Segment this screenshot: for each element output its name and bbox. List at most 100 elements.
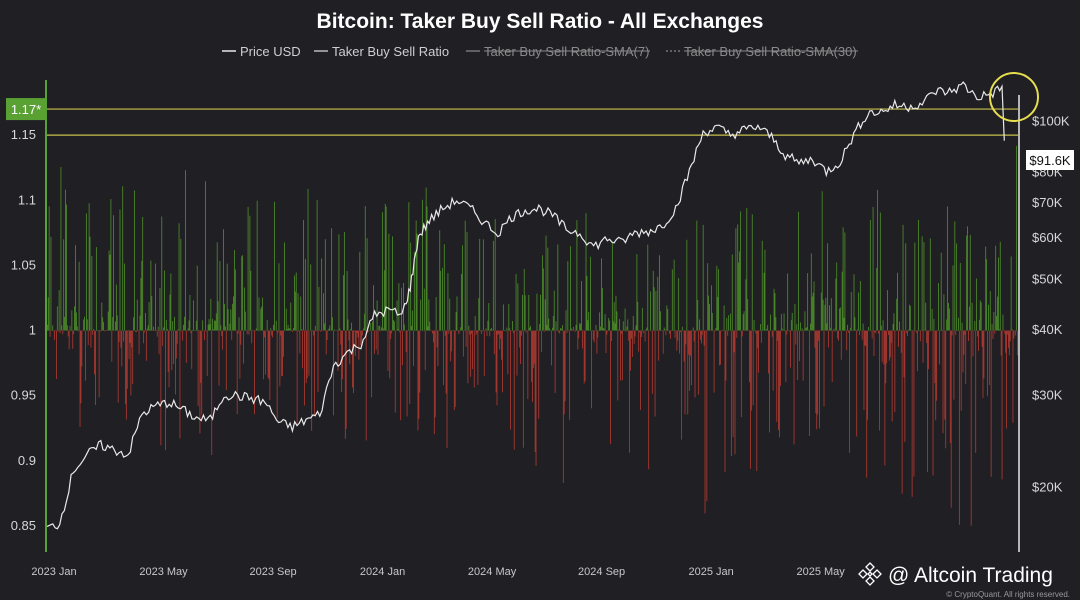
ratio-bar-up (635, 325, 637, 331)
ratio-bar-down (353, 330, 354, 394)
ratio-bar-down (610, 330, 611, 445)
ratio-bar-up (892, 323, 894, 331)
ratio-bar-up (1002, 314, 1004, 331)
ratio-bar-up (796, 324, 798, 331)
ratio-bar-down (970, 330, 972, 526)
ratio-bar-up (482, 239, 484, 331)
ratio-bar-down (722, 330, 724, 332)
ratio-bar-down (320, 330, 322, 332)
ratio-bar-down (105, 330, 107, 332)
ratio-bar-up (820, 292, 822, 331)
ratio-bar-up (407, 330, 409, 331)
ratio-bar-down (483, 330, 485, 377)
price-line (45, 81, 1005, 530)
ratio-bar-up (624, 308, 626, 331)
ratio-bar-down (361, 330, 363, 347)
ratio-bar-up (381, 327, 383, 331)
ratio-bar-down (620, 330, 621, 381)
ratio-bar-up (984, 330, 986, 331)
ratio-bar-down (780, 330, 781, 386)
legend: Price USD Taker Buy Sell Ratio Taker Buy… (222, 44, 858, 59)
ratio-bar-down (155, 330, 157, 332)
ratio-bar-up (586, 275, 588, 331)
ratio-bar-down (458, 330, 460, 335)
ratio-bar-down (644, 330, 646, 342)
ratio-bar-up (294, 275, 295, 331)
ratio-bar-down (720, 330, 721, 365)
ratio-bar-down (394, 330, 396, 413)
ratio-bar-down (638, 330, 640, 352)
ratio-bar-down (95, 330, 96, 406)
ratio-bar-down (651, 330, 653, 394)
ratio-bar-up (547, 247, 549, 331)
ratio-bar-down (963, 330, 965, 355)
ratio-bar-up (615, 295, 617, 331)
ratio-bar-up (509, 328, 511, 331)
ratio-bar-up (671, 269, 673, 331)
ratio-bar-down (772, 330, 774, 391)
ratio-bar-down (771, 330, 773, 337)
ratio-bar-up (420, 299, 422, 331)
ratio-bar-up (107, 311, 109, 331)
ratio-bar-up (415, 220, 417, 331)
ratio-bar-down (349, 330, 351, 365)
ratio-bar-up (813, 281, 815, 331)
ratio-bar-up (829, 305, 830, 331)
ratio-bar-down (1007, 330, 1008, 335)
ratio-bar-down (1001, 330, 1003, 480)
ratio-bar-up (995, 245, 997, 331)
ratio-bar-up (428, 299, 430, 331)
ratio-bar-down (641, 330, 642, 337)
ratio-bar-up (711, 312, 713, 331)
ratio-bar-up (441, 330, 442, 332)
ratio-bar-up (492, 330, 493, 331)
left-tick-label-5: 1.1 (18, 192, 36, 207)
ratio-bar-up (523, 268, 525, 331)
ratio-bar-up (580, 323, 581, 331)
ratio-bar-up (920, 329, 922, 331)
legend-item-sma30[interactable]: Taker Buy Sell Ratio-SMA(30) (666, 44, 858, 59)
ratio-bar-down (191, 330, 193, 370)
ratio-bar-up (524, 295, 526, 331)
ratio-bar-down (190, 330, 192, 334)
ratio-bar-down (713, 330, 715, 393)
ratio-bar-up (716, 265, 718, 331)
ratio-bar-down (732, 330, 734, 438)
ratio-bar-up (989, 291, 991, 331)
ratio-bar-up (427, 326, 429, 331)
ratio-bar-up (546, 325, 548, 331)
ratio-bar-down (335, 330, 337, 332)
ratio-bar-down (442, 330, 444, 386)
ratio-bar-down (573, 330, 575, 332)
ratio-bar-down (271, 330, 273, 336)
ratio-bar-up (423, 288, 425, 331)
ratio-bar-up (351, 322, 353, 331)
ratio-bar-down (186, 330, 188, 332)
ratio-bar-up (660, 330, 662, 332)
ratio-bar-up (822, 299, 824, 331)
legend-item-ratio[interactable]: Taker Buy Sell Ratio (314, 44, 449, 59)
ratio-bar-up (212, 318, 214, 331)
ratio-bar-up (933, 318, 935, 331)
ratio-bar-down (419, 330, 421, 393)
ratio-bar-up (382, 212, 383, 331)
ratio-bar-down (577, 330, 579, 350)
ratio-bar-down (611, 330, 612, 341)
ratio-bar-down (748, 330, 750, 332)
ratio-bar-up (552, 316, 554, 331)
ratio-bar-up (766, 328, 768, 331)
ratio-bar-up (408, 202, 410, 331)
ratio-bar-up (565, 310, 567, 331)
ratio-bar-down (710, 330, 711, 332)
ratio-bar-up (140, 278, 142, 331)
ratio-bar-up (855, 330, 857, 332)
ratio-bar-up (588, 312, 590, 331)
legend-item-price[interactable]: Price USD (222, 44, 301, 59)
ratio-bar-down (874, 330, 876, 332)
ratio-bar-up (811, 296, 813, 331)
ratio-bar-up (55, 330, 56, 331)
legend-item-sma7[interactable]: Taker Buy Sell Ratio-SMA(7) (466, 44, 650, 59)
ratio-bar-down (513, 330, 515, 450)
ratio-bar-down (104, 330, 105, 332)
